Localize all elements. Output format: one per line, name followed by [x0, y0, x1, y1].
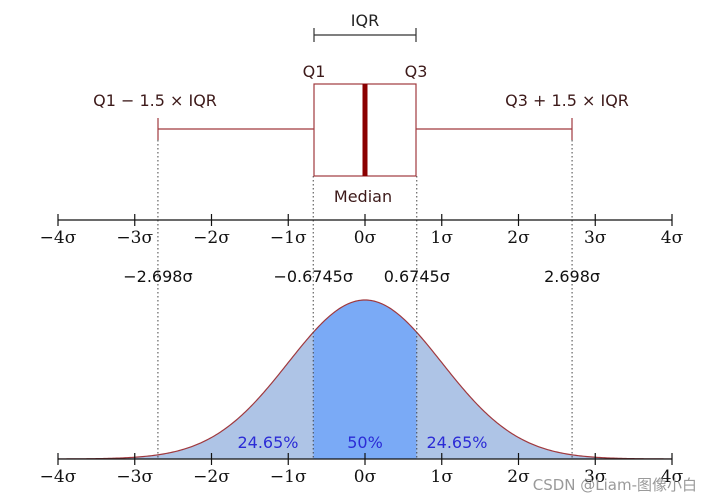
- lower-axis-ticks: −4σ −3σ −2σ −1σ 0σ 1σ 2σ 3σ 4σ: [40, 453, 684, 487]
- axis-tick-label: −1σ: [270, 228, 307, 248]
- axis-tick-label: 4σ: [661, 467, 684, 487]
- axis-tick-label: 3σ: [584, 228, 607, 248]
- lower-whisker-label: Q1 − 1.5 × IQR: [93, 91, 217, 110]
- axis-tick-label: −3σ: [116, 467, 153, 487]
- axis-tick-label: 1σ: [431, 228, 454, 248]
- axis-tick-label: 2σ: [507, 228, 530, 248]
- upper-whisker-label: Q3 + 1.5 × IQR: [505, 91, 629, 110]
- axis-tick-label: 3σ: [584, 467, 607, 487]
- left-tail-region: [58, 332, 314, 459]
- center-iqr-region: [313, 300, 417, 459]
- axis-tick-label: 0σ: [354, 228, 377, 248]
- axis-tick-label: 2σ: [507, 467, 530, 487]
- axis-tick-label: −2σ: [193, 467, 230, 487]
- upper-sigma-axis: −4σ −3σ −2σ −1σ 0σ 1σ 2σ 3σ 4σ: [40, 214, 684, 248]
- sigma-guide-lines: [157, 140, 573, 459]
- box-plot: IQR Q1 Q3 Q1 − 1.5 × IQR Q3 + 1.5 × IQR …: [93, 11, 629, 206]
- sigma-marker-label: 0.6745σ: [384, 267, 450, 286]
- sigma-marker-label: 2.698σ: [544, 267, 600, 286]
- axis-tick-label: 1σ: [431, 467, 454, 487]
- bell-curve-group: [57, 299, 673, 460]
- axis-tick-label: −4σ: [40, 228, 77, 248]
- left-percent-label: 24.65%: [237, 433, 298, 452]
- sigma-marker-label: −0.6745σ: [273, 267, 353, 286]
- axis-tick-label: −3σ: [116, 228, 153, 248]
- axis-tick-label: −4σ: [40, 467, 77, 487]
- q3-label: Q3: [405, 62, 428, 81]
- upper-axis-ticks: −4σ −3σ −2σ −1σ 0σ 1σ 2σ 3σ 4σ: [40, 214, 684, 248]
- axis-tick-label: −1σ: [270, 467, 307, 487]
- right-percent-label: 24.65%: [426, 433, 487, 452]
- percent-labels: 24.65% 50% 24.65%: [237, 433, 487, 452]
- watermark-text: CSDN @Liam-图像小白: [533, 476, 697, 494]
- sigma-marker-labels: −2.698σ −0.6745σ 0.6745σ 2.698σ: [123, 267, 600, 286]
- iqr-label: IQR: [351, 11, 379, 30]
- q1-label: Q1: [303, 62, 326, 81]
- lower-sigma-axis: −4σ −3σ −2σ −1σ 0σ 1σ 2σ 3σ 4σ: [40, 453, 684, 487]
- right-tail-region: [416, 332, 672, 459]
- axis-tick-label: 0σ: [354, 467, 377, 487]
- normal-density-curve: [57, 299, 673, 460]
- center-percent-label: 50%: [347, 433, 383, 452]
- axis-tick-label: −2σ: [193, 228, 230, 248]
- median-label: Median: [334, 187, 392, 206]
- sigma-marker-label: −2.698σ: [123, 267, 192, 286]
- axis-tick-label: 4σ: [661, 228, 684, 248]
